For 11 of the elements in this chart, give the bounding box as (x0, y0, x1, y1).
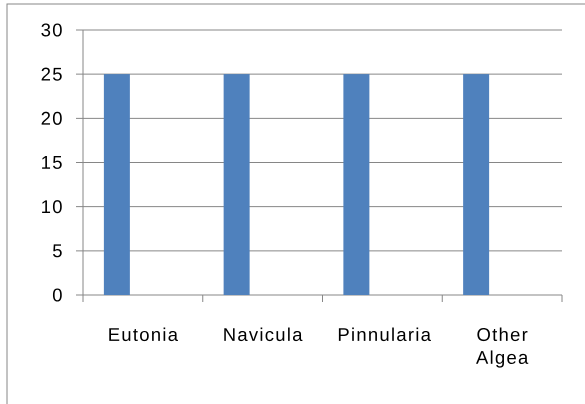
x-tick-label: Eutonia (109, 328, 178, 342)
y-tick-label: 10 (42, 200, 62, 214)
y-tick-label: 5 (52, 244, 62, 258)
y-tick-label: 30 (41, 23, 62, 37)
y-tick-label: 20 (42, 112, 62, 125)
x-tick-label: Other Algea (476, 328, 528, 368)
y-tick-label: 0 (52, 288, 62, 302)
x-tick-label: Navicula (224, 328, 302, 342)
x-tick-label: Pinnularia (338, 328, 431, 342)
y-tick-label: 15 (42, 156, 62, 169)
y-tick-label: 25 (42, 68, 62, 81)
